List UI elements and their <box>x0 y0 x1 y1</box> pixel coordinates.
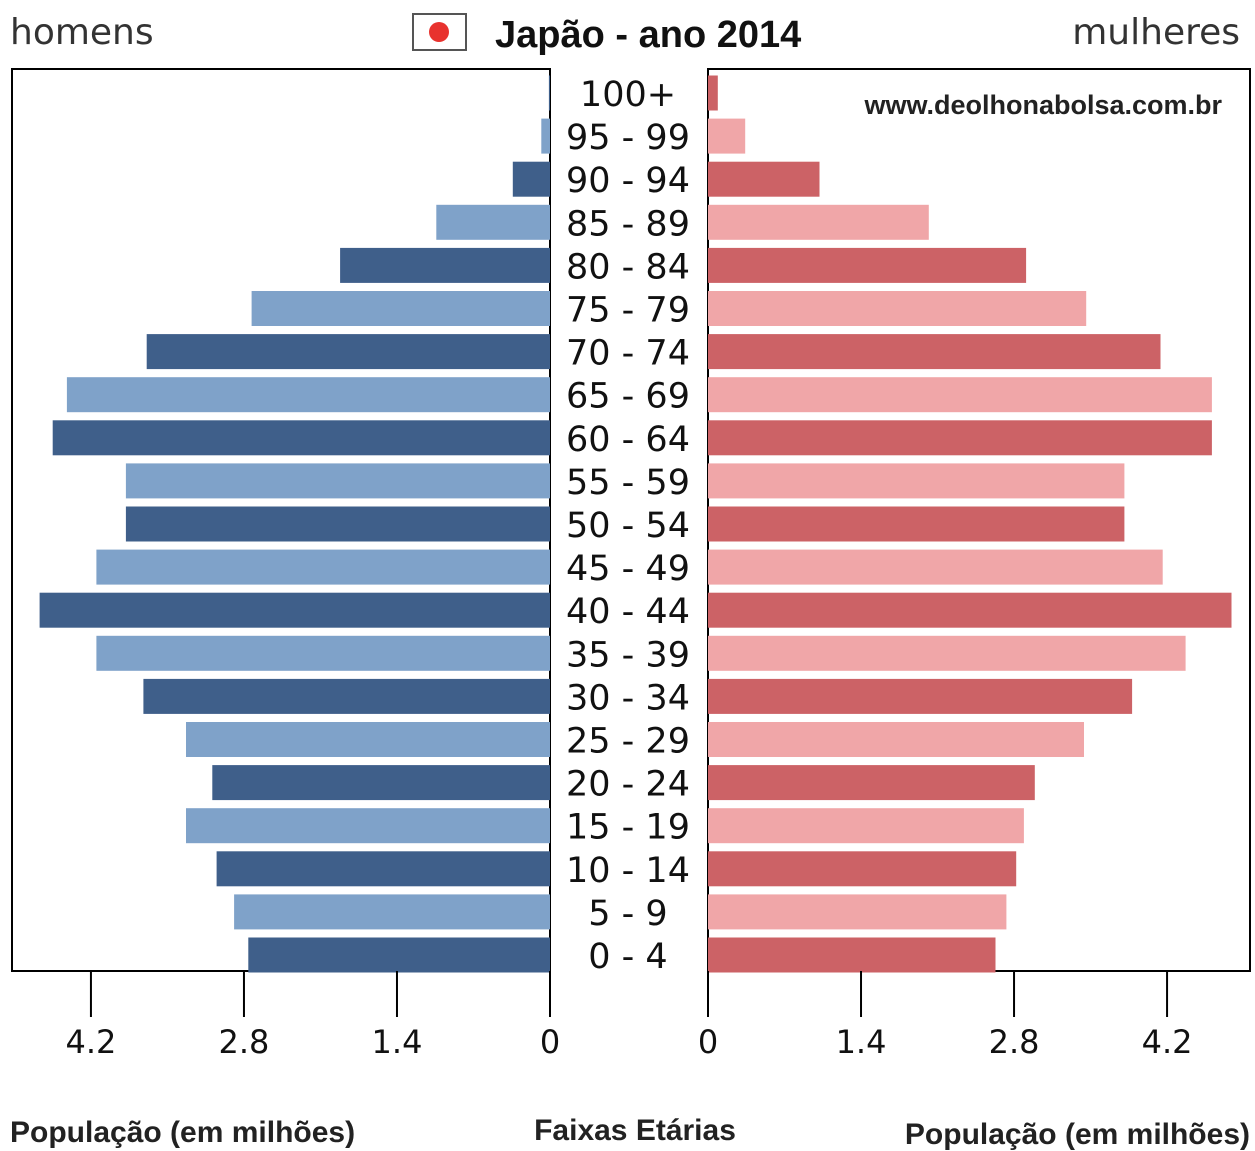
men-bar <box>96 549 551 585</box>
men-bar <box>541 118 550 154</box>
age-group-label: 10 - 14 <box>566 851 690 891</box>
men-bar <box>96 635 551 671</box>
age-group-label: 55 - 59 <box>566 463 690 503</box>
age-group-label: 15 - 19 <box>566 808 690 848</box>
women-bar <box>708 204 929 240</box>
age-group-label: 25 - 29 <box>566 722 690 762</box>
women-bar <box>708 635 1186 671</box>
men-bar <box>143 678 550 714</box>
women-bar <box>708 377 1212 413</box>
women-x-tick-label: 0 <box>698 1023 718 1061</box>
women-label: mulheres <box>1072 12 1240 53</box>
women-bars <box>708 75 1232 973</box>
men-bar <box>234 894 550 930</box>
men-bar <box>216 851 550 887</box>
age-group-label: 85 - 89 <box>566 204 690 244</box>
age-group-label: 90 - 94 <box>566 161 690 201</box>
age-group-label: 0 - 4 <box>588 937 667 977</box>
men-x-tick-label: 0 <box>540 1023 560 1061</box>
age-group-label: 20 - 24 <box>566 765 690 805</box>
japan-flag-icon <box>412 13 467 51</box>
men-x-axis: 0 1.4 2.8 4.2 <box>65 971 560 1061</box>
age-group-label: 30 - 34 <box>566 678 690 718</box>
women-bar <box>708 506 1125 542</box>
women-bar <box>708 161 820 197</box>
women-bar <box>708 851 1017 887</box>
men-axis-title: População (em milhões) <box>10 1116 355 1149</box>
age-group-label: 50 - 54 <box>566 506 690 546</box>
women-bar <box>708 334 1161 370</box>
women-bar <box>708 463 1125 499</box>
women-bar <box>708 75 718 111</box>
age-group-label: 70 - 74 <box>566 334 690 374</box>
men-bars <box>39 75 551 973</box>
men-label: homens <box>10 12 154 53</box>
women-bar <box>708 894 1007 930</box>
women-bar <box>708 291 1087 326</box>
men-x-tick-label: 1.4 <box>372 1023 423 1061</box>
men-x-tick-label: 4.2 <box>65 1023 116 1061</box>
women-bar <box>708 420 1212 456</box>
women-x-tick-label: 1.4 <box>836 1023 887 1061</box>
age-group-label: 40 - 44 <box>566 592 690 632</box>
age-group-label: 95 - 99 <box>566 118 690 158</box>
women-bar <box>708 678 1133 714</box>
women-axis-title: População (em milhões) <box>905 1118 1250 1151</box>
women-x-tick-label: 4.2 <box>1142 1023 1193 1061</box>
women-bar <box>708 118 746 154</box>
men-bar <box>186 808 550 844</box>
age-axis-title: Faixas Etárias <box>534 1114 736 1147</box>
chart-title: Japão - ano 2014 <box>495 14 801 56</box>
women-bar <box>708 937 996 973</box>
women-bar <box>708 592 1232 628</box>
men-bar <box>340 247 550 283</box>
age-group-label: 100+ <box>580 75 676 115</box>
age-group-label: 60 - 64 <box>566 420 690 460</box>
age-group-label: 65 - 69 <box>566 377 690 417</box>
women-x-axis: 0 1.4 2.8 4.2 <box>698 971 1193 1061</box>
men-x-tick-label: 2.8 <box>219 1023 270 1061</box>
men-bar <box>39 592 550 628</box>
women-bar <box>708 722 1084 757</box>
men-bar <box>52 420 550 456</box>
men-bar <box>212 765 551 801</box>
women-bar <box>708 808 1024 844</box>
men-bar <box>125 506 551 542</box>
watermark-url: www.deolhonabolsa.com.br <box>863 90 1222 120</box>
age-group-label: 35 - 39 <box>566 635 690 675</box>
women-bar <box>708 247 1027 283</box>
women-bar <box>708 765 1035 801</box>
men-bar <box>186 722 550 757</box>
men-bar <box>66 377 551 413</box>
women-bar <box>708 549 1163 585</box>
men-bar <box>125 463 551 499</box>
men-bar <box>146 334 550 370</box>
men-bar <box>548 75 550 111</box>
men-bar <box>436 204 550 240</box>
age-group-label: 5 - 9 <box>588 894 667 934</box>
men-bar <box>251 291 550 326</box>
men-bar <box>248 937 551 973</box>
age-group-label: 75 - 79 <box>566 291 690 331</box>
age-group-label: 45 - 49 <box>566 549 690 589</box>
age-group-label: 80 - 84 <box>566 247 690 287</box>
men-bar <box>512 161 550 197</box>
women-x-tick-label: 2.8 <box>989 1023 1040 1061</box>
